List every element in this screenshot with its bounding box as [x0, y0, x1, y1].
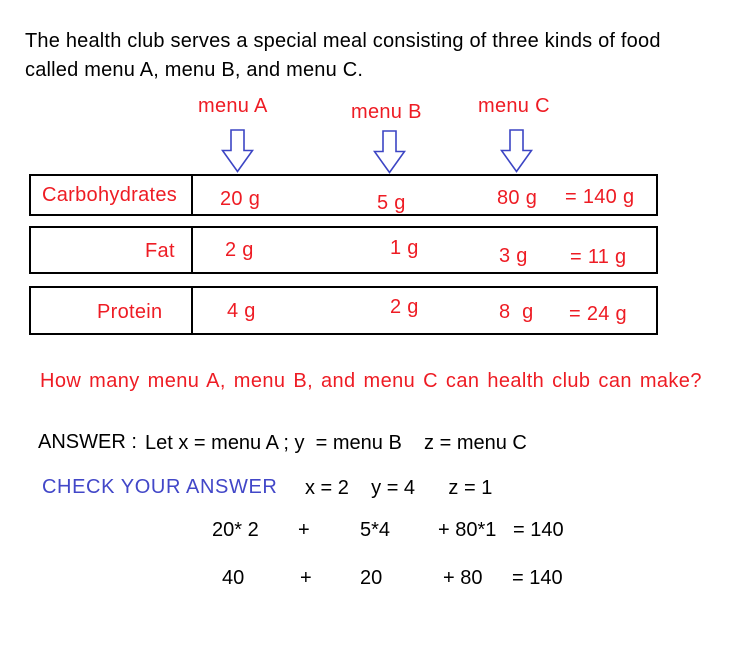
menu-a-label: menu A: [198, 95, 268, 117]
row-total: = 11 g: [570, 246, 627, 268]
equation-term: 20* 2: [212, 519, 259, 541]
answer-label: ANSWER :: [38, 431, 137, 453]
row-label: Fat: [145, 240, 175, 262]
menu-c-label: menu C: [478, 95, 550, 117]
question-text: How many menu A, menu B, and menu C can …: [40, 370, 702, 392]
row-label: Protein: [97, 301, 163, 323]
table-row-carbohydrates: Carbohydrates 20 g 5 g 80 g = 140 g: [29, 174, 658, 216]
check-answer-label: CHECK YOUR ANSWER: [42, 476, 278, 498]
menu-a-down-arrow-icon: [221, 129, 254, 173]
equation-term: 40: [222, 567, 245, 589]
menu-a-value: 20 g: [220, 188, 261, 210]
menu-b-down-arrow-icon: [373, 130, 406, 174]
row-total: = 140 g: [565, 186, 635, 208]
equation-operator: +: [298, 519, 310, 541]
equation-result: = 140: [513, 519, 564, 541]
menu-c-down-arrow-icon: [500, 129, 533, 173]
menu-c-value: 80 g: [497, 187, 538, 209]
table-row-protein: Protein 4 g 2 g 8 g = 24 g: [29, 286, 658, 335]
equation-operator: +: [300, 567, 312, 589]
column-divider: [191, 228, 193, 272]
equation-term: + 80*1: [438, 519, 497, 541]
menu-b-label: menu B: [351, 101, 422, 123]
menu-b-value: 1 g: [390, 237, 419, 259]
equation-term: + 80: [443, 567, 483, 589]
menu-b-value: 2 g: [390, 296, 419, 318]
answer-text: Let x = menu A ; y = menu B z = menu C: [145, 432, 527, 454]
column-divider: [191, 288, 193, 333]
equation-term: 5*4: [360, 519, 391, 541]
equation-term: 20: [360, 567, 383, 589]
row-label: Carbohydrates: [42, 184, 178, 206]
check-answer-values: x = 2 y = 4 z = 1: [305, 477, 493, 499]
menu-c-value: 3 g: [499, 245, 528, 267]
menu-a-value: 2 g: [225, 239, 254, 261]
menu-a-value: 4 g: [227, 300, 256, 322]
table-row-fat: Fat 2 g 1 g 3 g = 11 g: [29, 226, 658, 274]
menu-c-value: 8 g: [499, 301, 534, 323]
row-total: = 24 g: [569, 303, 627, 325]
equation-result: = 140: [512, 567, 563, 589]
menu-b-value: 5 g: [377, 192, 406, 214]
problem-statement: The health club serves a special meal co…: [25, 30, 661, 81]
column-divider: [191, 176, 193, 214]
